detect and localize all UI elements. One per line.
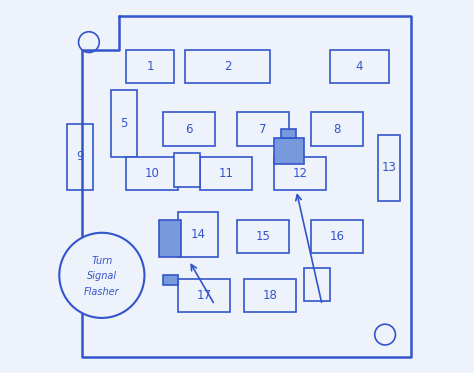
Bar bbox=[159, 220, 182, 257]
Text: 14: 14 bbox=[191, 228, 206, 241]
Bar bbox=[274, 138, 304, 164]
Text: 9: 9 bbox=[76, 150, 83, 163]
Text: 2: 2 bbox=[224, 60, 231, 73]
Text: 11: 11 bbox=[219, 167, 233, 180]
Bar bbox=[329, 50, 389, 83]
Bar bbox=[163, 112, 215, 146]
Text: 16: 16 bbox=[329, 230, 345, 243]
Bar bbox=[111, 90, 137, 157]
Text: 6: 6 bbox=[185, 123, 192, 136]
Text: Turn: Turn bbox=[91, 256, 112, 266]
Bar bbox=[274, 157, 326, 190]
Bar bbox=[174, 153, 200, 186]
Text: 13: 13 bbox=[382, 162, 396, 175]
Text: 17: 17 bbox=[196, 289, 211, 302]
Text: 7: 7 bbox=[259, 123, 267, 136]
Text: 18: 18 bbox=[263, 289, 278, 302]
Text: 10: 10 bbox=[145, 167, 159, 180]
Text: 1: 1 bbox=[146, 60, 154, 73]
Bar bbox=[311, 220, 363, 253]
Text: 8: 8 bbox=[333, 123, 341, 136]
Bar bbox=[185, 50, 270, 83]
Bar bbox=[126, 50, 174, 83]
Bar bbox=[67, 123, 92, 190]
Bar bbox=[163, 275, 178, 285]
Bar bbox=[245, 279, 296, 312]
Bar bbox=[178, 279, 229, 312]
Bar bbox=[304, 268, 329, 301]
Text: 5: 5 bbox=[120, 117, 128, 130]
Bar bbox=[178, 212, 219, 257]
Bar bbox=[237, 112, 289, 146]
Text: Signal: Signal bbox=[87, 271, 117, 281]
Bar bbox=[237, 220, 289, 253]
Circle shape bbox=[59, 233, 145, 318]
Text: 15: 15 bbox=[255, 230, 270, 243]
Bar bbox=[282, 129, 296, 138]
Bar bbox=[126, 157, 178, 190]
Bar bbox=[378, 135, 400, 201]
Text: 12: 12 bbox=[292, 167, 308, 180]
Text: Flasher: Flasher bbox=[84, 286, 119, 297]
Circle shape bbox=[375, 324, 395, 345]
Circle shape bbox=[79, 32, 99, 53]
Bar bbox=[200, 157, 252, 190]
Bar bbox=[311, 112, 363, 146]
Text: 4: 4 bbox=[356, 60, 363, 73]
